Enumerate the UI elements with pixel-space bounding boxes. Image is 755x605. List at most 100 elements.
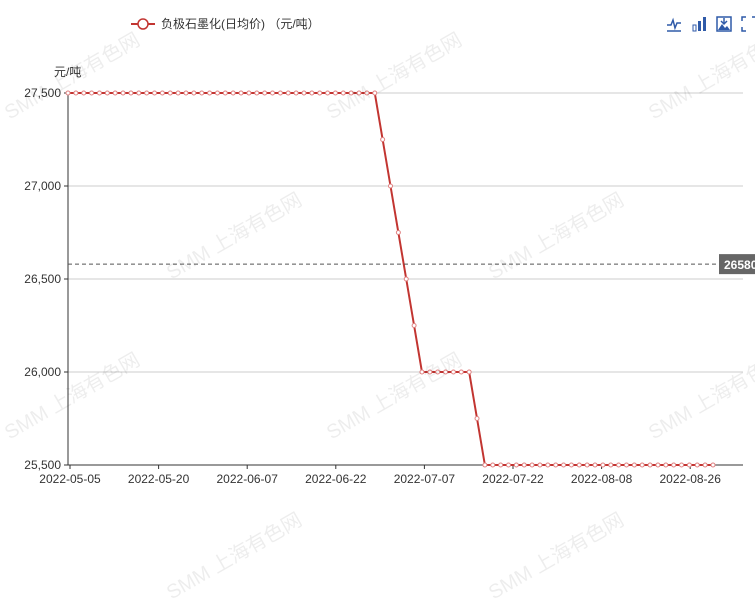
data-point	[262, 90, 268, 96]
data-point	[694, 462, 700, 468]
data-point	[663, 462, 669, 468]
data-point	[702, 462, 708, 468]
data-point	[411, 323, 417, 328]
x-tick-label: 2022-06-22	[305, 472, 367, 486]
data-point	[167, 90, 173, 96]
data-point	[144, 90, 150, 96]
data-point	[592, 462, 598, 468]
data-point	[89, 90, 95, 96]
data-point	[419, 369, 425, 375]
data-point	[553, 462, 559, 468]
data-point	[529, 462, 535, 468]
average-label-box	[719, 254, 755, 275]
data-point	[631, 462, 637, 468]
y-tick-label: 25,500	[24, 458, 61, 472]
data-point	[435, 369, 441, 375]
data-point	[490, 462, 496, 468]
toolbox	[666, 16, 755, 32]
data-point	[309, 90, 315, 96]
data-point	[450, 369, 456, 375]
data-point	[191, 90, 197, 96]
data-point	[104, 90, 110, 96]
data-point	[293, 90, 299, 96]
x-tick-label: 2022-08-26	[660, 472, 722, 486]
data-point	[458, 369, 464, 375]
data-point	[112, 90, 118, 96]
data-point	[616, 462, 622, 468]
data-point	[576, 462, 582, 468]
data-point	[443, 369, 449, 375]
save-image-icon[interactable]	[716, 16, 732, 32]
data-point	[372, 90, 378, 96]
data-point	[655, 462, 661, 468]
y-tick-label: 27,000	[24, 179, 61, 193]
data-point	[65, 90, 71, 96]
data-point	[222, 90, 228, 96]
data-point	[175, 90, 181, 96]
watermark: SMM 上海有色网	[162, 509, 306, 605]
data-point	[356, 90, 362, 96]
data-point	[521, 462, 527, 468]
data-point	[545, 462, 551, 468]
data-point	[214, 90, 220, 96]
data-point	[183, 90, 189, 96]
data-point	[238, 90, 244, 96]
data-point	[152, 90, 158, 96]
y-tick-label: 26,500	[24, 272, 61, 286]
data-point	[128, 90, 134, 96]
data-point	[159, 90, 165, 96]
watermark: SMM 上海有色网	[484, 509, 628, 605]
data-point	[285, 90, 291, 96]
data-point	[120, 90, 126, 96]
average-label: 26580	[724, 258, 755, 272]
data-point	[482, 462, 488, 468]
data-point	[348, 90, 354, 96]
data-point	[388, 183, 393, 189]
data-point	[505, 462, 511, 468]
legend-line-circle-icon	[131, 17, 155, 30]
data-point	[332, 90, 338, 96]
data-point	[584, 462, 590, 468]
data-point	[647, 462, 653, 468]
y-tick-label: 27,500	[24, 86, 61, 100]
data-point	[639, 462, 645, 468]
data-point	[427, 369, 433, 375]
data-point	[277, 90, 283, 96]
x-tick-label: 2022-07-07	[394, 472, 456, 486]
data-point	[270, 90, 276, 96]
data-point	[513, 462, 519, 468]
x-tick-label: 2022-06-07	[217, 472, 279, 486]
data-point	[568, 462, 574, 468]
data-point	[561, 462, 567, 468]
data-point	[710, 462, 716, 468]
data-point	[364, 90, 370, 96]
data-point	[380, 137, 386, 142]
y-axis-unit: 元/吨	[54, 65, 82, 79]
data-point	[96, 90, 102, 96]
data-point	[679, 462, 685, 468]
line-chart: 25,500 26,000 26,500 27,000 27,500 2022-05-05…	[24, 86, 755, 486]
x-tick-label: 2022-07-22	[482, 472, 544, 486]
data-point	[246, 90, 252, 96]
data-point	[199, 90, 205, 96]
data-point	[254, 90, 260, 96]
data-point	[671, 462, 677, 468]
y-tick-label: 26,000	[24, 365, 61, 379]
data-point	[600, 462, 606, 468]
x-tick-label: 2022-05-20	[128, 472, 190, 486]
legend-item[interactable]: 负极石墨化(日均价) （元/吨）	[131, 15, 320, 32]
line-chart-icon[interactable]	[666, 16, 682, 32]
data-point	[466, 369, 472, 375]
x-tick-label: 2022-05-05	[39, 472, 101, 486]
legend-label: 负极石墨化(日均价) （元/吨）	[161, 17, 320, 31]
data-point	[498, 462, 504, 468]
data-point	[623, 462, 629, 468]
data-point	[537, 462, 543, 468]
data-point	[207, 90, 213, 96]
data-point	[317, 90, 323, 96]
data-point	[474, 416, 480, 421]
data-point	[608, 462, 614, 468]
fullscreen-icon[interactable]	[741, 16, 755, 32]
x-tick-label: 2022-08-08	[571, 472, 633, 486]
bar-chart-icon[interactable]	[691, 16, 707, 32]
